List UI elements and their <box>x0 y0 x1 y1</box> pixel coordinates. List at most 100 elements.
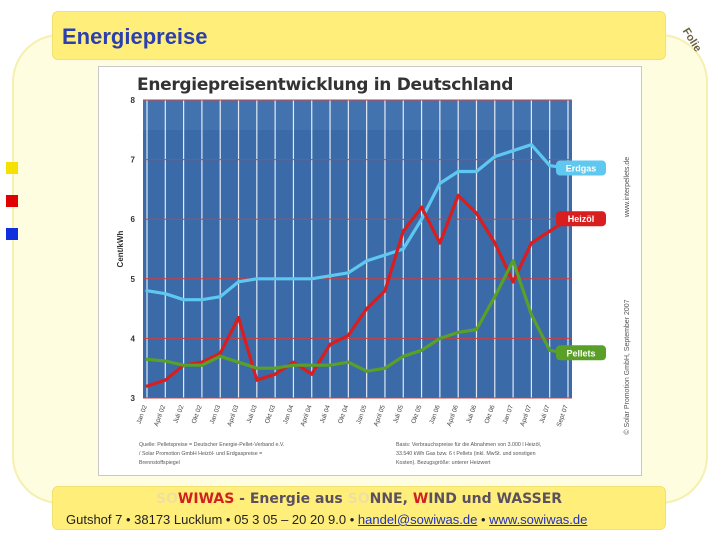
data-point <box>438 241 442 245</box>
website-link[interactable]: www.sowiwas.de <box>489 512 588 527</box>
data-point <box>255 277 259 281</box>
price-chart: 3 4 5 6 7 8 Cent/kWh Jan 02 April 02 Juli 02 Okt 0… <box>116 96 631 466</box>
blue-bullet-icon <box>6 228 18 240</box>
data-point <box>328 274 332 278</box>
y-axis-label: Cent/kWh <box>116 230 125 267</box>
data-point <box>548 348 552 352</box>
data-point <box>529 143 533 147</box>
x-tick-label: Juli 06 <box>465 404 478 424</box>
source-note-right: Basis: Verbrauchspreise für die Abnahmen… <box>396 442 541 448</box>
data-point <box>163 378 167 382</box>
y-tick-label: 7 <box>131 156 136 165</box>
legend-label: Pellets <box>566 348 595 358</box>
data-point <box>310 363 314 367</box>
series-line-pellets <box>146 259 569 373</box>
x-tick-label: Juli 02 <box>172 404 185 424</box>
legend-tag-heizl <box>556 211 606 227</box>
side-copyright: © Solar Promotion GmbH, September 2007 <box>623 299 631 434</box>
data-point <box>548 229 552 233</box>
x-tick-label: Jan 06 <box>428 404 441 425</box>
title-bar: Energiepreise <box>52 11 666 60</box>
data-point <box>529 241 533 245</box>
data-point <box>529 312 533 317</box>
data-point <box>511 259 515 263</box>
source-note-left: Quelle: Pelletspreise = Deutscher Energi… <box>139 442 284 448</box>
data-point <box>218 351 222 355</box>
data-point <box>383 253 387 257</box>
email-link[interactable]: handel@sowiwas.de <box>357 512 478 527</box>
data-point <box>328 363 332 367</box>
side-url: www.interpellets.de <box>624 157 631 218</box>
chart-title: Energiepreisentwicklung in Deutschland <box>137 75 514 95</box>
data-point <box>383 289 387 293</box>
x-tick-label: April 07 <box>519 404 533 427</box>
data-point <box>456 169 460 174</box>
data-point <box>511 280 515 284</box>
data-point <box>163 359 167 363</box>
data-point <box>328 342 332 346</box>
x-tick-label: Sept 07 <box>556 404 570 428</box>
data-point <box>273 372 277 376</box>
data-point <box>273 366 277 370</box>
data-point <box>511 149 515 153</box>
data-point <box>291 363 296 367</box>
data-point <box>456 193 460 197</box>
source-note-right: 33.540 kWh Gas bzw. 6 t Pellets (inkl. M… <box>396 451 536 457</box>
x-tick-label: April 03 <box>226 404 240 427</box>
data-point <box>419 348 424 352</box>
data-point <box>346 271 350 275</box>
source-note-right: Kosten). Bezugsgröße: unterer Heizwert <box>396 460 491 466</box>
x-tick-label: Jan 05 <box>355 404 368 425</box>
data-point <box>273 277 277 281</box>
data-point <box>163 292 167 296</box>
x-tick-label: April 05 <box>373 404 387 427</box>
legend-label: Heizöl <box>568 214 595 224</box>
data-point <box>365 259 369 263</box>
data-point <box>401 247 405 251</box>
legend-tag-pellets <box>556 345 606 361</box>
x-tick-label: April 04 <box>300 404 314 427</box>
data-point <box>218 354 222 358</box>
yellow-bullet-icon <box>6 162 18 174</box>
x-tick-label: Jan 07 <box>502 404 515 425</box>
y-tick-label: 5 <box>131 275 136 284</box>
x-tick-label: Okt 05 <box>410 404 423 425</box>
data-point <box>493 295 497 299</box>
data-point <box>236 315 241 320</box>
plot-highlight <box>143 100 572 130</box>
data-point <box>182 363 186 367</box>
data-point <box>438 336 442 340</box>
data-point <box>145 289 149 293</box>
chart-panel: Energiepreisentwicklung in Deutschland 3… <box>98 66 642 476</box>
series-line-erdgas <box>146 143 569 302</box>
y-tick-label: 6 <box>131 215 136 224</box>
x-tick-label: Okt 02 <box>191 404 204 425</box>
brand-slogan: SOWIWAS - Energie aus SONNE, WIND und WA… <box>155 491 563 507</box>
x-tick-label: Okt 03 <box>264 404 277 425</box>
contact-line: Gutshof 7 • 38173 Lucklum • 05 3 05 – 20… <box>66 512 588 527</box>
slide-title: Energiepreise <box>62 24 208 49</box>
data-point <box>401 229 405 233</box>
x-tick-label: Okt 04 <box>337 404 350 425</box>
x-tick-label: April 06 <box>446 404 460 427</box>
data-point <box>145 384 149 388</box>
data-point <box>365 307 369 311</box>
data-point <box>236 280 241 284</box>
data-point <box>474 169 479 174</box>
x-tick-label: Juli 04 <box>319 404 332 424</box>
data-point <box>291 360 296 364</box>
data-point <box>474 327 479 332</box>
x-tick-label: Juli 03 <box>246 404 259 424</box>
y-tick-label: 4 <box>131 334 136 343</box>
x-tick-label: Juli 05 <box>392 404 405 424</box>
y-tick-label: 8 <box>131 96 136 105</box>
data-point <box>419 205 424 209</box>
data-point <box>346 360 350 364</box>
x-tick-label: Okt 06 <box>484 404 497 425</box>
data-point <box>493 241 497 245</box>
data-point <box>255 366 259 370</box>
data-point <box>218 295 222 299</box>
contact-address: Gutshof 7 • 38173 Lucklum • 05 3 05 – 20… <box>66 512 358 527</box>
data-point <box>456 330 460 335</box>
data-point <box>255 378 259 382</box>
